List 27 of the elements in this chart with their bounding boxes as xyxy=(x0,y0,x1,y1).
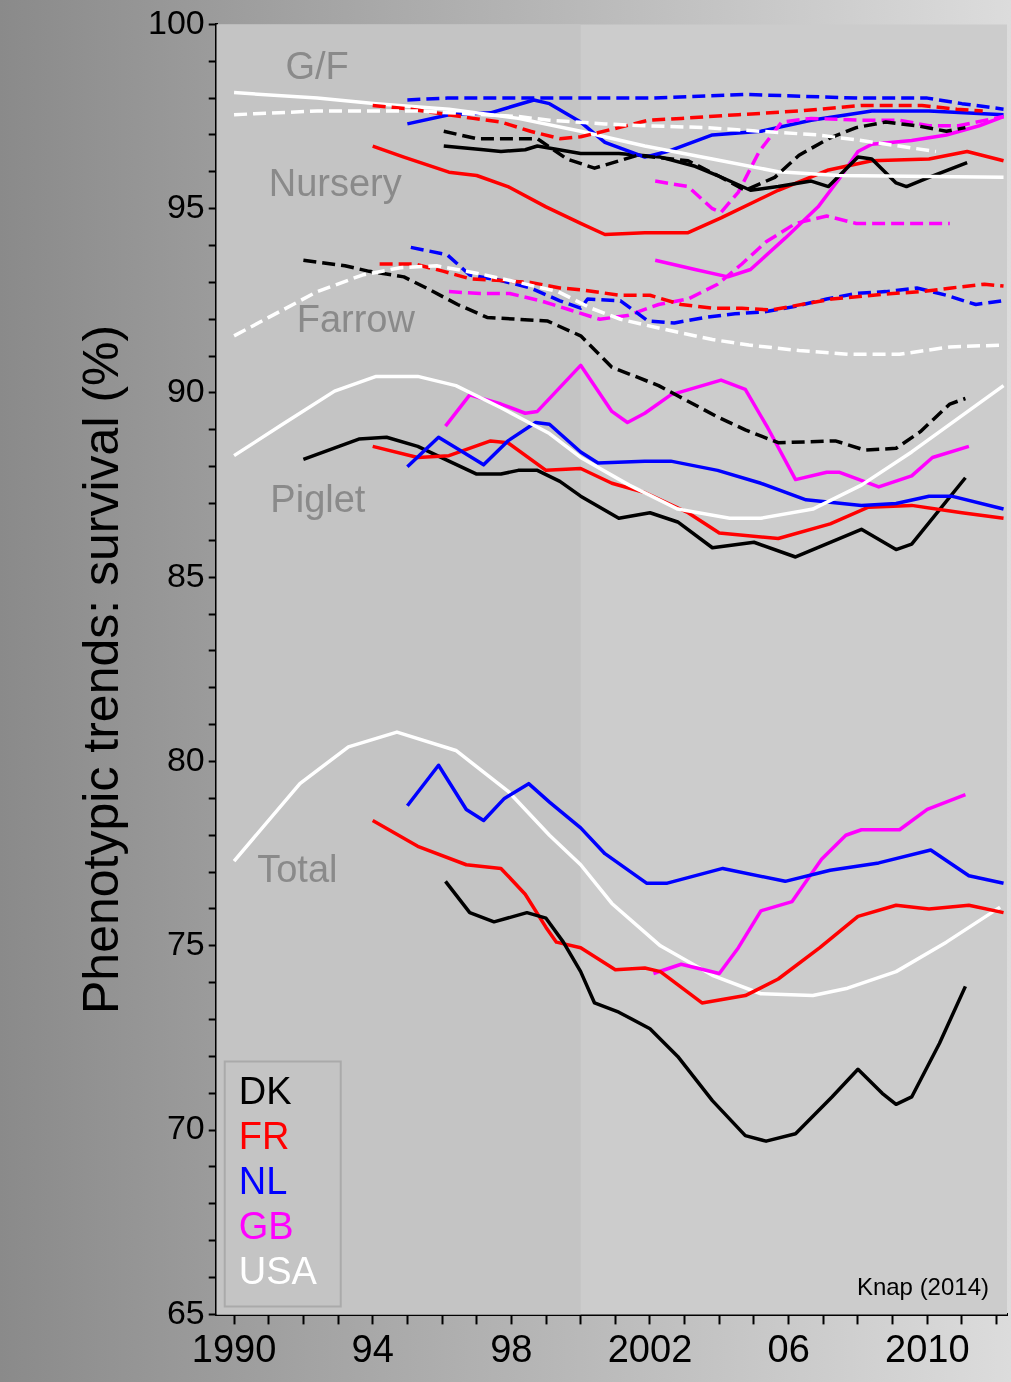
x-tick-label: 98 xyxy=(490,1327,533,1370)
y-tick-label: 100 xyxy=(147,2,205,41)
annotation: Piglet xyxy=(270,478,366,521)
x-tick-label: 2010 xyxy=(885,1327,970,1370)
annotation: Farrow xyxy=(296,297,416,340)
annotation: Nursery xyxy=(268,162,402,205)
line-series xyxy=(301,258,968,452)
y-tick-label: 85 xyxy=(166,555,205,594)
annotation: Total xyxy=(257,848,338,891)
annotation: Knap (2014) xyxy=(856,1273,989,1301)
text: GB xyxy=(238,1205,294,1248)
text: USA xyxy=(238,1250,318,1293)
x-tick-label: 2002 xyxy=(607,1327,693,1370)
text: DK xyxy=(238,1070,292,1113)
line-series xyxy=(370,103,985,141)
text: FR xyxy=(238,1115,290,1158)
x-tick-label: 94 xyxy=(351,1327,394,1370)
line-series xyxy=(442,120,968,193)
y-axis-title: Phenotypic trends: survival (%) xyxy=(72,324,129,1014)
annotation: G/F xyxy=(285,44,349,87)
y-tick-label: 90 xyxy=(166,371,205,410)
x-tick-label: 06 xyxy=(767,1327,810,1370)
y-tick-label: 70 xyxy=(166,1108,205,1147)
y-tick-label: 95 xyxy=(166,187,205,226)
text: NL xyxy=(238,1160,288,1203)
y-tick-label: 75 xyxy=(166,924,205,963)
y-tick-label: 80 xyxy=(166,739,205,778)
